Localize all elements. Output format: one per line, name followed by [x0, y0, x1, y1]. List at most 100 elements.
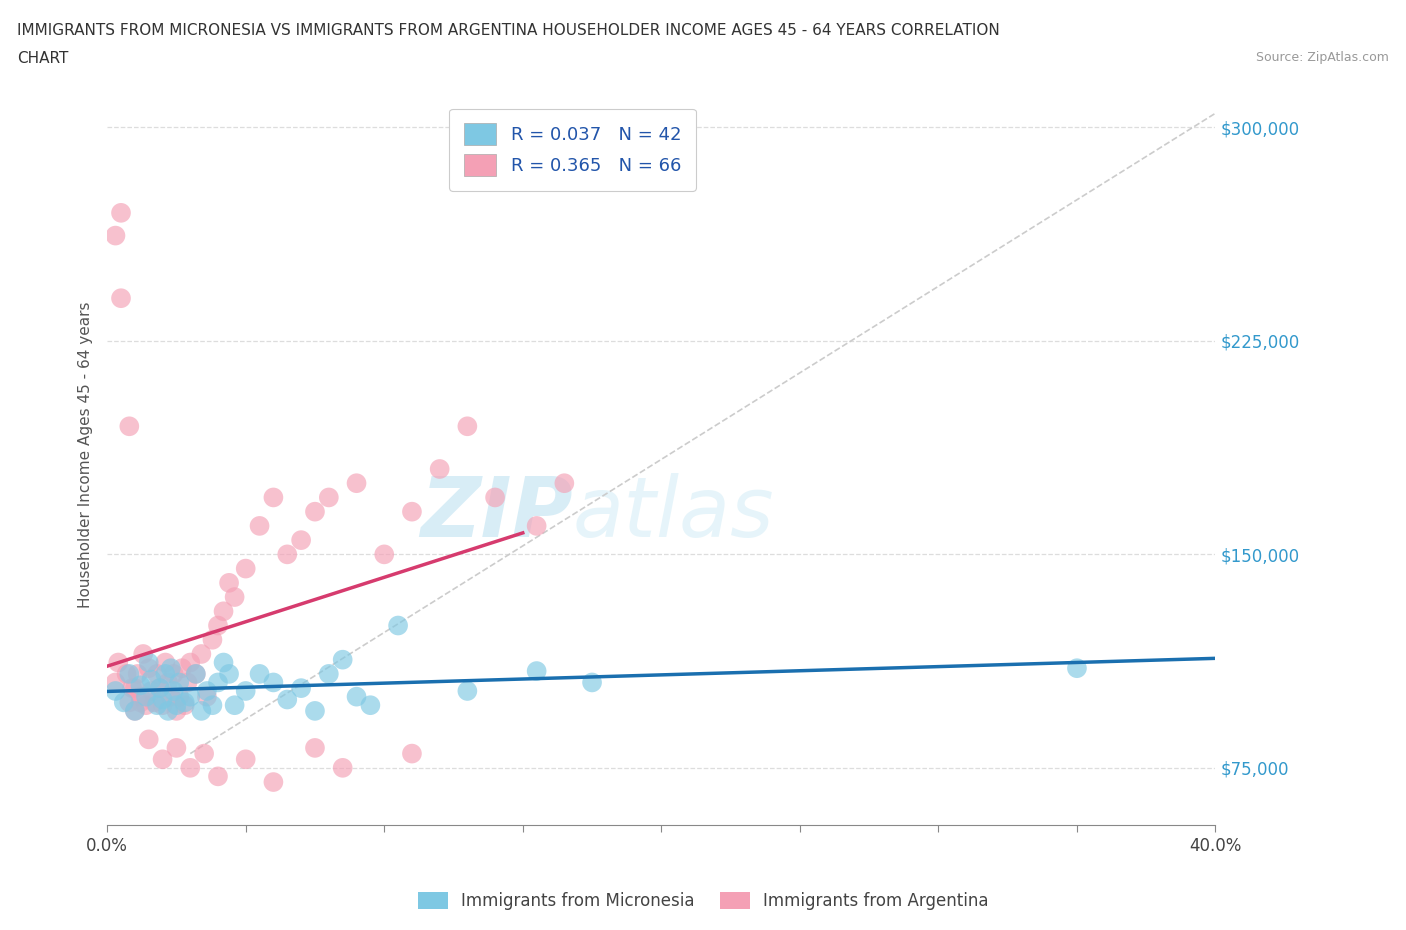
- Point: [104, 675, 127, 690]
- Y-axis label: Householder Income Ages 45 - 64 years: Householder Income Ages 45 - 64 years: [79, 301, 93, 608]
- Point: [249, 667, 271, 682]
- Point: [249, 518, 271, 533]
- Point: [218, 667, 240, 682]
- Point: [262, 775, 284, 790]
- Point: [176, 675, 198, 690]
- Point: [115, 667, 138, 682]
- Point: [124, 703, 146, 718]
- Point: [212, 604, 235, 618]
- Point: [373, 547, 395, 562]
- Point: [290, 681, 312, 696]
- Point: [127, 667, 149, 682]
- Point: [207, 618, 229, 633]
- Point: [304, 504, 326, 519]
- Point: [224, 698, 246, 712]
- Point: [553, 476, 575, 491]
- Text: atlas: atlas: [572, 473, 775, 554]
- Point: [456, 684, 478, 698]
- Point: [526, 518, 548, 533]
- Point: [193, 746, 215, 761]
- Text: CHART: CHART: [17, 51, 69, 66]
- Point: [170, 661, 193, 676]
- Point: [143, 695, 166, 710]
- Point: [262, 675, 284, 690]
- Point: [173, 698, 195, 712]
- Point: [332, 761, 354, 776]
- Point: [195, 689, 218, 704]
- Point: [1066, 661, 1088, 676]
- Point: [118, 418, 141, 433]
- Point: [184, 667, 207, 682]
- Point: [526, 664, 548, 679]
- Point: [276, 692, 298, 707]
- Point: [124, 703, 146, 718]
- Point: [173, 695, 195, 710]
- Point: [165, 698, 187, 712]
- Point: [138, 732, 160, 747]
- Legend: R = 0.037   N = 42, R = 0.365   N = 66: R = 0.037 N = 42, R = 0.365 N = 66: [450, 109, 696, 191]
- Point: [276, 547, 298, 562]
- Text: Source: ZipAtlas.com: Source: ZipAtlas.com: [1256, 51, 1389, 64]
- Point: [207, 675, 229, 690]
- Point: [201, 632, 224, 647]
- Point: [179, 689, 201, 704]
- Point: [104, 228, 127, 243]
- Point: [456, 418, 478, 433]
- Point: [138, 661, 160, 676]
- Point: [318, 667, 340, 682]
- Point: [190, 646, 212, 661]
- Point: [118, 695, 141, 710]
- Text: IMMIGRANTS FROM MICRONESIA VS IMMIGRANTS FROM ARGENTINA HOUSEHOLDER INCOME AGES : IMMIGRANTS FROM MICRONESIA VS IMMIGRANTS…: [17, 23, 1000, 38]
- Point: [346, 476, 368, 491]
- Point: [160, 661, 183, 676]
- Point: [155, 667, 177, 682]
- Point: [262, 490, 284, 505]
- Point: [160, 689, 183, 704]
- Point: [152, 751, 174, 766]
- Point: [165, 703, 187, 718]
- Point: [207, 769, 229, 784]
- Point: [135, 689, 157, 704]
- Point: [401, 746, 423, 761]
- Point: [290, 533, 312, 548]
- Point: [129, 678, 152, 693]
- Point: [152, 698, 174, 712]
- Point: [149, 681, 172, 696]
- Point: [190, 703, 212, 718]
- Point: [581, 675, 603, 690]
- Point: [107, 655, 129, 670]
- Point: [165, 740, 187, 755]
- Text: ZIP: ZIP: [420, 473, 572, 554]
- Point: [121, 681, 143, 696]
- Point: [304, 740, 326, 755]
- Point: [132, 646, 155, 661]
- Point: [146, 667, 169, 682]
- Point: [124, 681, 146, 696]
- Point: [138, 655, 160, 670]
- Point: [318, 490, 340, 505]
- Point: [429, 461, 451, 476]
- Point: [484, 490, 506, 505]
- Point: [167, 675, 190, 690]
- Legend: Immigrants from Micronesia, Immigrants from Argentina: Immigrants from Micronesia, Immigrants f…: [411, 885, 995, 917]
- Point: [110, 206, 132, 220]
- Point: [346, 689, 368, 704]
- Point: [235, 561, 257, 576]
- Point: [112, 695, 135, 710]
- Point: [163, 667, 186, 682]
- Point: [224, 590, 246, 604]
- Point: [141, 684, 163, 698]
- Point: [332, 652, 354, 667]
- Point: [155, 655, 177, 670]
- Point: [129, 689, 152, 704]
- Point: [157, 703, 180, 718]
- Point: [304, 703, 326, 718]
- Point: [146, 698, 169, 712]
- Point: [179, 761, 201, 776]
- Point: [179, 655, 201, 670]
- Point: [167, 689, 190, 704]
- Point: [104, 684, 127, 698]
- Point: [118, 667, 141, 682]
- Point: [212, 655, 235, 670]
- Point: [129, 695, 152, 710]
